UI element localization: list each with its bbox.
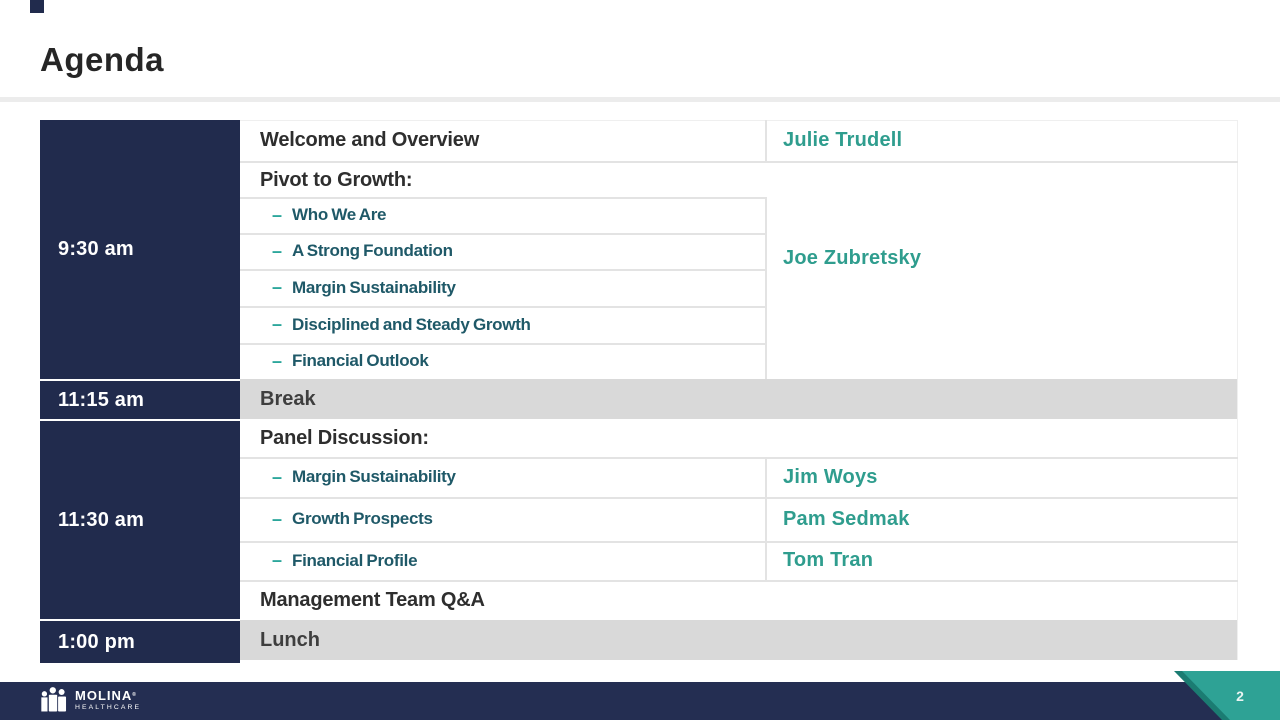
row-border — [240, 306, 765, 308]
table-border-top — [240, 120, 1238, 121]
topic-cell-pivot-to-growth: Pivot to Growth: — [240, 163, 765, 197]
column-divider — [765, 197, 767, 379]
page-number: 2 — [1236, 688, 1244, 704]
bullet-dash-icon: – — [272, 204, 283, 225]
column-divider — [765, 457, 767, 580]
time-cell-1115: 11:15 am — [40, 381, 240, 419]
topic-cell-panel-discussion: Panel Discussion: — [240, 419, 1238, 457]
bullet-row-financial-outlook: – Financial Outlook — [240, 343, 765, 379]
title-divider — [0, 97, 1280, 102]
speaker-name: Julie Trudell — [783, 129, 903, 151]
bullet-row-disciplined-growth: – Disciplined and Steady Growth — [240, 306, 765, 343]
speaker-cell-tom-tran: Tom Tran — [765, 541, 1238, 580]
top-left-accent-mark — [30, 0, 44, 13]
footer-bar: MOLINA® HEALTHCARE — [0, 682, 1280, 720]
bullet-row-who-we-are: – Who We Are — [240, 197, 765, 233]
topic-label: Break — [260, 387, 316, 410]
speaker-name: Pam Sedmak — [783, 507, 910, 530]
row-border — [240, 580, 1238, 582]
topic-label: Lunch — [260, 628, 320, 651]
time-label: 11:15 am — [58, 388, 145, 411]
row-border — [240, 161, 1238, 163]
table-border-right — [1237, 120, 1238, 660]
bullet-dash-icon: – — [272, 466, 283, 487]
bullet-label: Financial Outlook — [292, 351, 429, 370]
molina-logo-name: MOLINA® — [75, 689, 141, 702]
registered-mark: ® — [132, 692, 137, 698]
break-row — [240, 379, 1238, 419]
speaker-name: Jim Woys — [783, 465, 878, 488]
topic-cell-lunch: Lunch — [240, 620, 1238, 660]
bullet-label: Margin Sustainability — [292, 467, 456, 486]
bullet-label: Financial Profile — [292, 550, 418, 570]
time-cell-1130: 11:30 am — [40, 421, 240, 619]
bullet-label: Margin Sustainability — [292, 277, 456, 297]
topic-cell-break: Break — [240, 379, 1238, 419]
bullet-label: A Strong Foundation — [292, 241, 453, 260]
row-border — [240, 497, 1238, 499]
topic-label: Pivot to Growth: — [260, 168, 413, 191]
column-divider — [765, 120, 767, 161]
topic-label: Welcome and Overview — [260, 129, 480, 151]
bullet-label: Disciplined and Steady Growth — [292, 314, 531, 334]
time-cell-100: 1:00 pm — [40, 621, 240, 663]
speaker-name: Joe Zubretsky — [783, 246, 922, 269]
molina-logo-text: MOLINA® HEALTHCARE — [75, 689, 141, 711]
topic-label: Management Team Q&A — [260, 588, 485, 611]
page-corner-accent — [1174, 671, 1280, 720]
row-border — [240, 343, 765, 345]
topic-cell-management-qa: Management Team Q&A — [240, 580, 1238, 620]
bullet-label: Who We Are — [292, 205, 387, 224]
agenda-table: 9:30 am 11:15 am 11:30 am 1:00 pm — [40, 120, 1238, 663]
time-cell-930: 9:30 am — [40, 120, 240, 379]
bullet-row-strong-foundation: – A Strong Foundation — [240, 233, 765, 269]
bullet-row-margin-sustainability: – Margin Sustainability — [240, 269, 765, 306]
page-title: Agenda — [40, 41, 165, 78]
bullet-row-financial-profile: – Financial Profile — [240, 541, 765, 580]
topic-cell-welcome: Welcome and Overview — [240, 120, 765, 161]
bullet-dash-icon: – — [272, 314, 283, 334]
time-label: 1:00 pm — [58, 630, 135, 653]
bullet-label: Growth Prospects — [292, 509, 433, 528]
bullet-dash-icon: – — [272, 550, 283, 570]
bullet-dash-icon: – — [272, 240, 283, 261]
bullet-row-panel-margin-sustainability: – Margin Sustainability — [240, 457, 765, 497]
bullet-row-growth-prospects: – Growth Prospects — [240, 497, 765, 541]
bullet-dash-icon: – — [272, 350, 283, 371]
time-label: 9:30 am — [58, 238, 134, 260]
logo-name-text: MOLINA — [75, 688, 133, 703]
speaker-cell-julie-trudell: Julie Trudell — [765, 120, 1238, 161]
speaker-cell-jim-woys: Jim Woys — [765, 457, 1238, 497]
speaker-name: Tom Tran — [783, 549, 874, 571]
time-label: 11:30 am — [58, 508, 145, 531]
topic-label: Panel Discussion: — [260, 426, 429, 449]
molina-logo: MOLINA® HEALTHCARE — [40, 686, 141, 714]
molina-logo-sub: HEALTHCARE — [75, 704, 142, 711]
bullet-dash-icon: – — [272, 277, 283, 297]
row-border — [240, 457, 1238, 459]
bullet-dash-icon: – — [272, 508, 283, 529]
row-border — [240, 233, 765, 235]
row-border — [240, 541, 1238, 543]
speaker-cell-joe-zubretsky: Joe Zubretsky — [765, 240, 1238, 276]
row-border — [240, 269, 765, 271]
speaker-cell-pam-sedmak: Pam Sedmak — [765, 497, 1238, 541]
molina-family-icon — [41, 687, 67, 712]
lunch-row — [240, 620, 1238, 660]
row-border — [240, 197, 765, 199]
